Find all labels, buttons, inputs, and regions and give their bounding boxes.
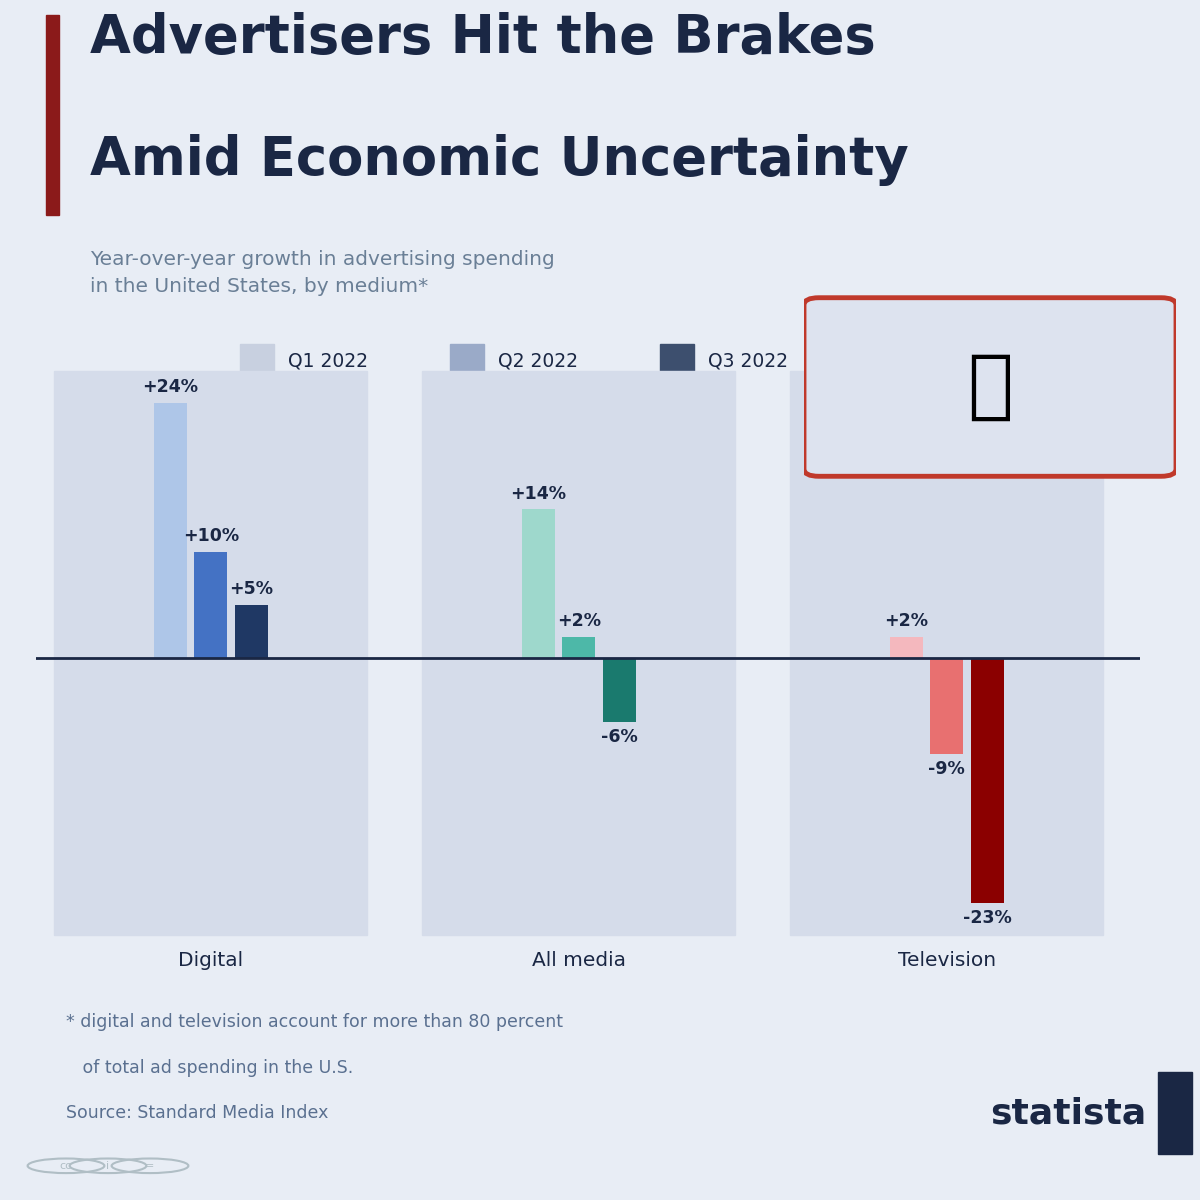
Text: Amid Economic Uncertainty: Amid Economic Uncertainty [90,134,908,186]
Text: +24%: +24% [143,378,198,396]
FancyBboxPatch shape [804,298,1176,476]
Text: All media: All media [532,950,626,970]
Text: +10%: +10% [182,527,239,545]
Text: statista: statista [990,1097,1146,1130]
Text: +14%: +14% [510,485,566,503]
Text: cc: cc [60,1160,72,1171]
Text: +5%: +5% [229,581,274,599]
Bar [930,658,964,754]
Text: Source: Standard Media Index: Source: Standard Media Index [66,1104,329,1122]
Bar [46,16,59,215]
Text: * digital and television account for more than 80 percent: * digital and television account for mor… [66,1013,563,1031]
Bar [971,658,1004,902]
Text: =: = [145,1160,155,1171]
Text: i: i [107,1160,109,1171]
Text: Television: Television [898,950,996,970]
Text: Q1 2022: Q1 2022 [288,352,368,371]
Bar [791,371,1103,935]
Bar [563,637,595,658]
Bar [660,343,694,378]
Text: -6%: -6% [601,728,637,746]
Text: Year-over-year growth in advertising spending
in the United States, by medium*: Year-over-year growth in advertising spe… [90,250,554,296]
Text: Q2 2022: Q2 2022 [498,352,578,371]
Text: +2%: +2% [884,612,929,630]
Bar [889,637,923,658]
Bar [54,371,367,935]
Bar [240,343,274,378]
Bar [522,509,554,658]
Text: Digital: Digital [179,950,244,970]
Polygon shape [1158,1073,1192,1154]
Bar [235,605,268,658]
Bar [602,658,636,722]
Text: of total ad spending in the U.S.: of total ad spending in the U.S. [66,1058,353,1076]
Bar [154,402,187,658]
Text: Advertisers Hit the Brakes: Advertisers Hit the Brakes [90,12,876,64]
Text: -9%: -9% [929,760,965,778]
Text: +2%: +2% [557,612,601,630]
Text: Q3 2022: Q3 2022 [708,352,788,371]
Text: 📢: 📢 [967,350,1013,424]
Text: -23%: -23% [962,910,1012,928]
Bar [422,371,736,935]
Bar [450,343,484,378]
Bar [194,552,227,658]
